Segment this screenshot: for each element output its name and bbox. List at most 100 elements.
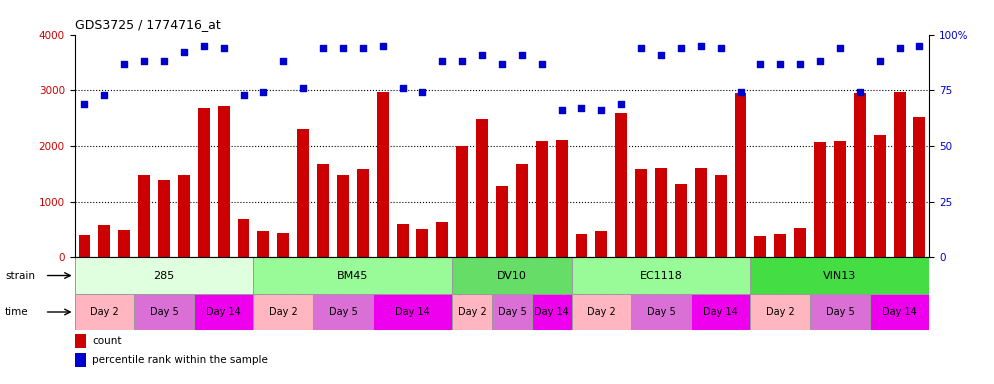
- Bar: [631, 294, 691, 330]
- Point: [216, 45, 232, 51]
- Point: [454, 58, 470, 65]
- Bar: [675, 184, 687, 257]
- Bar: [75, 353, 86, 367]
- Bar: [750, 257, 929, 294]
- Point: [414, 89, 430, 96]
- Bar: [297, 129, 309, 257]
- Point: [792, 60, 808, 66]
- Bar: [452, 257, 572, 294]
- Text: BM45: BM45: [337, 270, 369, 281]
- Bar: [452, 294, 492, 330]
- Bar: [75, 294, 134, 330]
- Point: [275, 58, 291, 65]
- Point: [236, 92, 251, 98]
- Point: [255, 89, 271, 96]
- Bar: [476, 119, 488, 257]
- Point: [315, 45, 331, 51]
- Point: [673, 45, 689, 51]
- Bar: [238, 219, 249, 257]
- Text: Day 14: Day 14: [396, 307, 429, 317]
- Text: Day 5: Day 5: [498, 307, 526, 317]
- Bar: [870, 294, 929, 330]
- Text: DV10: DV10: [497, 270, 527, 281]
- Point: [355, 45, 371, 51]
- Bar: [635, 169, 647, 257]
- Bar: [134, 294, 194, 330]
- Bar: [75, 257, 253, 294]
- Bar: [416, 229, 428, 257]
- Point: [494, 60, 510, 66]
- Bar: [397, 224, 409, 257]
- Bar: [257, 230, 269, 257]
- Bar: [814, 142, 826, 257]
- Bar: [75, 334, 86, 348]
- Point: [375, 43, 391, 49]
- Point: [832, 45, 848, 51]
- Point: [136, 58, 152, 65]
- Bar: [655, 168, 667, 257]
- Point: [852, 89, 868, 96]
- Bar: [572, 294, 631, 330]
- Text: VIN13: VIN13: [823, 270, 857, 281]
- Bar: [615, 113, 627, 257]
- Text: 285: 285: [153, 270, 175, 281]
- Bar: [810, 294, 870, 330]
- Text: Day 14: Day 14: [704, 307, 738, 317]
- Text: time: time: [5, 307, 29, 317]
- Bar: [754, 236, 766, 257]
- Bar: [194, 294, 253, 330]
- Point: [514, 51, 530, 58]
- Point: [693, 43, 709, 49]
- Text: Day 14: Day 14: [207, 307, 241, 317]
- Bar: [894, 93, 906, 257]
- Point: [77, 101, 92, 107]
- Point: [653, 51, 669, 58]
- Point: [395, 85, 411, 91]
- Point: [176, 49, 192, 55]
- Bar: [277, 233, 289, 257]
- Text: strain: strain: [5, 270, 35, 281]
- Bar: [913, 117, 925, 257]
- Point: [116, 60, 132, 66]
- Bar: [456, 146, 468, 257]
- Bar: [532, 294, 572, 330]
- Text: Day 2: Day 2: [458, 307, 486, 317]
- Point: [295, 85, 311, 91]
- Text: Day 2: Day 2: [269, 307, 297, 317]
- Point: [554, 107, 570, 113]
- Bar: [357, 169, 369, 257]
- Bar: [492, 294, 532, 330]
- Bar: [138, 175, 150, 257]
- Bar: [834, 141, 846, 257]
- Bar: [253, 294, 313, 330]
- Point: [574, 105, 589, 111]
- Bar: [118, 230, 130, 257]
- Bar: [218, 106, 230, 257]
- Bar: [774, 235, 786, 257]
- Point: [772, 60, 788, 66]
- Bar: [715, 175, 727, 257]
- Point: [812, 58, 828, 65]
- Point: [96, 92, 112, 98]
- Point: [633, 45, 649, 51]
- Bar: [874, 135, 886, 257]
- Bar: [536, 141, 548, 257]
- Bar: [373, 294, 452, 330]
- Point: [892, 45, 908, 51]
- Text: Day 5: Day 5: [329, 307, 357, 317]
- Bar: [253, 257, 452, 294]
- Bar: [178, 175, 190, 257]
- Point: [593, 107, 609, 113]
- Point: [872, 58, 888, 65]
- Point: [911, 43, 927, 49]
- Bar: [854, 93, 866, 257]
- Bar: [198, 108, 210, 257]
- Point: [434, 58, 450, 65]
- Text: count: count: [92, 336, 122, 346]
- Text: Day 5: Day 5: [150, 307, 178, 317]
- Text: percentile rank within the sample: percentile rank within the sample: [92, 355, 268, 365]
- Text: Day 14: Day 14: [883, 307, 916, 317]
- Point: [713, 45, 729, 51]
- Text: Day 14: Day 14: [535, 307, 569, 317]
- Bar: [595, 230, 607, 257]
